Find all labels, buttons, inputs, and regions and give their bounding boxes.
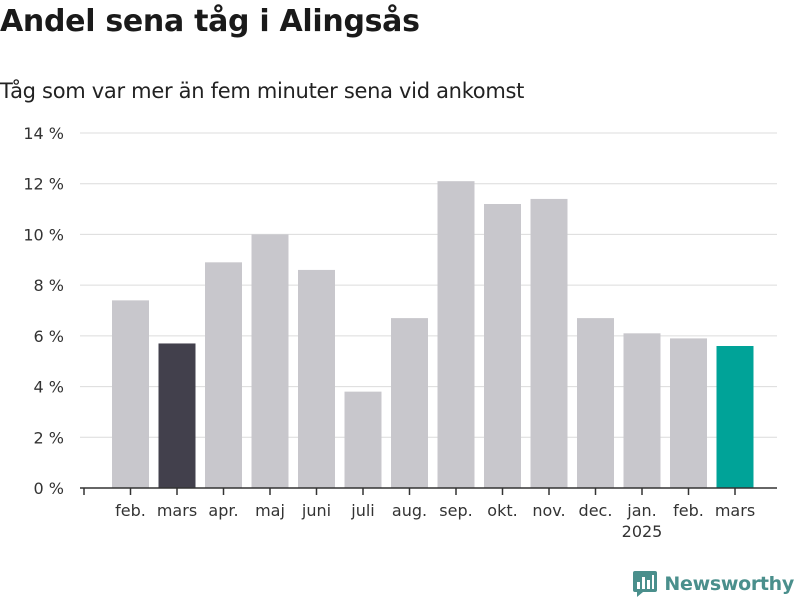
bar-12 — [623, 333, 661, 488]
y-tick-label: 8 % — [34, 276, 64, 295]
y-tick-label: 10 % — [23, 225, 64, 244]
x-tick-label: juni — [301, 501, 331, 520]
bar-8 — [437, 181, 475, 488]
bar-6 — [344, 391, 382, 488]
x-tick-label: jan. — [626, 501, 656, 520]
x-tick-sublabel-year: 2025 — [622, 522, 663, 541]
chart-subtitle: Tåg som var mer än fem minuter sena vid … — [0, 79, 525, 103]
bar-chart: 0 % 2 % 4 % 6 % 8 % 10 % 12 % 14 % feb. mars apr. m… — [23, 124, 777, 541]
y-tick-label: 14 % — [23, 124, 64, 143]
x-tick-label: sep. — [439, 501, 472, 520]
x-tick-label: apr. — [208, 501, 238, 520]
bar-7 — [391, 318, 428, 488]
bar-10 — [530, 198, 568, 488]
x-tick-label: feb. — [673, 501, 704, 520]
x-tick-label: okt. — [487, 501, 517, 520]
x-tick-label: aug. — [392, 501, 427, 520]
x-tick-label: mars — [157, 501, 197, 520]
newsworthy-logo: Newsworthy — [632, 570, 794, 598]
x-tick-label: nov. — [532, 501, 565, 520]
y-tick-label: 2 % — [34, 428, 64, 447]
x-tick-label: maj — [255, 501, 285, 520]
bar-13 — [670, 338, 707, 488]
bar-2 — [158, 343, 196, 488]
newsworthy-logo-icon — [633, 571, 658, 597]
bar-1 — [112, 300, 149, 488]
x-tick-label: juli — [350, 501, 374, 520]
bar-11 — [577, 318, 614, 488]
bar-14 — [716, 346, 754, 488]
y-tick-label: 6 % — [34, 327, 64, 346]
y-tick-label: 12 % — [23, 175, 64, 194]
y-tick-label: 0 % — [34, 479, 64, 498]
bar-5 — [298, 269, 335, 488]
bar-4 — [251, 234, 289, 488]
x-tick-label: feb. — [115, 501, 146, 520]
bar-9 — [484, 204, 521, 488]
x-tick-label: dec. — [579, 501, 613, 520]
bar-3 — [205, 262, 242, 488]
chart-title: Andel sena tåg i Alingsås — [0, 4, 420, 39]
y-tick-label: 4 % — [34, 378, 64, 397]
x-tick-label: mars — [715, 501, 755, 520]
newsworthy-logo-text: Newsworthy — [664, 573, 794, 595]
